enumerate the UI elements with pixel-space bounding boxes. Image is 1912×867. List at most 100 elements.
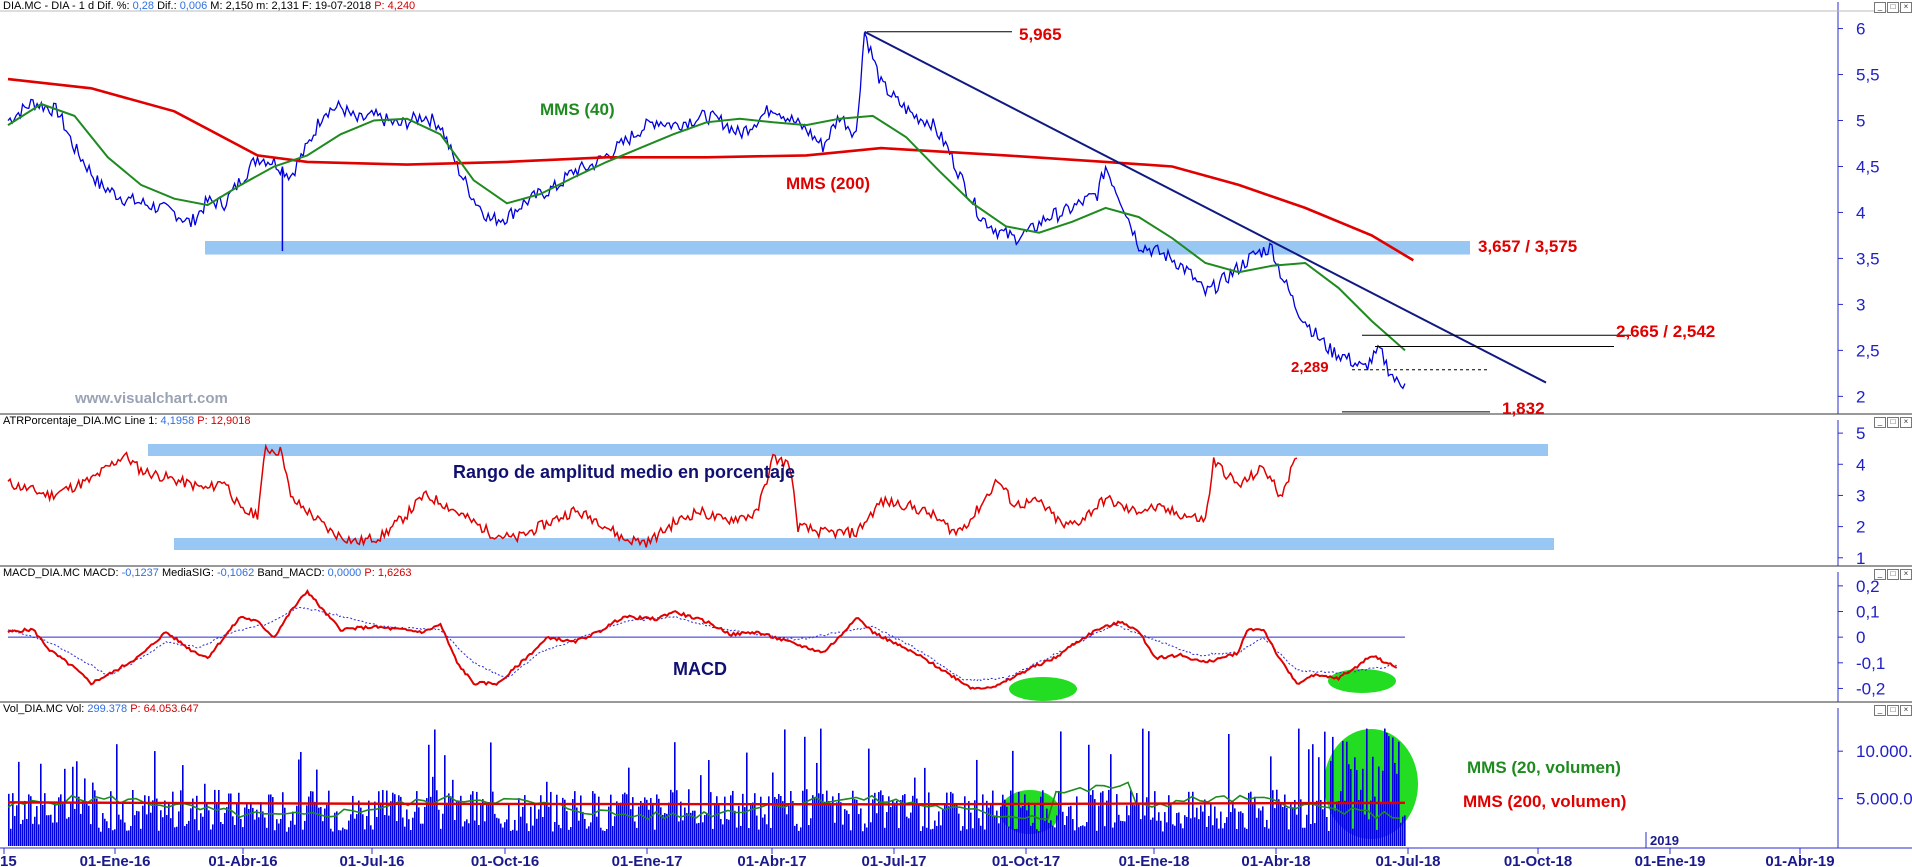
macd-close-icon[interactable]: ×: [1900, 569, 1912, 580]
volume-bar: [1294, 799, 1296, 846]
volume-bar: [894, 802, 896, 846]
volume-bar: [958, 813, 960, 846]
volume-bars: [8, 728, 1406, 846]
volume-bar: [1010, 790, 1012, 846]
volume-bar: [980, 825, 982, 846]
volume-name: Vol_DIA.MC: [3, 703, 63, 715]
volume-bar: [992, 790, 994, 846]
volume-bar: [60, 794, 62, 846]
volume-bar: [70, 802, 72, 846]
volume-bar: [1122, 821, 1124, 846]
volume-bar: [1046, 808, 1048, 846]
volume-bar: [624, 792, 626, 846]
volume-bar: [344, 829, 346, 846]
close-icon[interactable]: ×: [1900, 2, 1912, 13]
volume-bar: [1076, 796, 1078, 846]
volume-bar: [944, 803, 946, 846]
volume-bar: [1274, 808, 1276, 846]
volume-bar: [804, 736, 806, 846]
volume-bar: [740, 825, 742, 846]
volume-bar: [968, 801, 970, 846]
volume-bar: [402, 817, 404, 846]
volume-minimize-icon[interactable]: _: [1874, 705, 1886, 716]
macd-maximize-icon[interactable]: □: [1887, 569, 1899, 580]
volume-bar: [86, 803, 88, 846]
maximize-icon[interactable]: □: [1887, 2, 1899, 13]
volume-bar: [724, 796, 726, 846]
volume-bar: [394, 794, 396, 846]
volume-bar: [1288, 829, 1290, 846]
volume-bar: [564, 799, 566, 846]
volume-bar: [1394, 762, 1396, 846]
volume-bar: [320, 807, 322, 846]
volume-bar: [508, 804, 510, 846]
volume-bar: [474, 820, 476, 846]
volume-bar: [1392, 737, 1394, 846]
volume-bar: [626, 794, 628, 846]
volume-maximize-icon[interactable]: □: [1887, 705, 1899, 716]
volume-bar: [424, 806, 426, 846]
volume-bar: [1008, 826, 1010, 846]
volume-bar: [416, 791, 418, 846]
volume-bar: [558, 824, 560, 846]
volume-bar: [948, 806, 950, 846]
macd-minimize-icon[interactable]: _: [1874, 569, 1886, 580]
volume-bar: [232, 816, 234, 846]
atr-maximize-icon[interactable]: □: [1887, 417, 1899, 428]
volume-bar: [1372, 756, 1374, 846]
atr-header-items: Line 1: 4,1958: [124, 415, 197, 427]
volume-bar: [138, 811, 140, 846]
volume-bar: [202, 816, 204, 846]
volume-bar: [1100, 792, 1102, 846]
volume-bar: [1000, 806, 1002, 846]
volume-bar: [284, 807, 286, 846]
volume-bar: [678, 821, 680, 846]
volume-bar: [148, 796, 150, 846]
atr-header-key: Line 1:: [124, 415, 161, 427]
volume-bar: [960, 830, 962, 846]
volume-bar: [230, 793, 232, 846]
volume-bar: [398, 795, 400, 846]
volume-bar: [248, 808, 250, 846]
volume-bar: [916, 798, 918, 846]
volume-bar: [1264, 827, 1266, 846]
volume-bar: [910, 812, 912, 846]
x-tick-label: 01-Oct-16: [471, 853, 539, 867]
volume-bar: [136, 810, 138, 846]
volume-bar: [1040, 796, 1042, 846]
y-tick-label: 0,2: [1856, 577, 1880, 596]
volume-bar: [78, 796, 80, 846]
volume-bar: [1320, 799, 1322, 846]
volume-bar: [448, 793, 450, 846]
volume-bar: [484, 821, 486, 846]
volume-bar: [366, 816, 368, 846]
price-header-key: F:: [298, 0, 315, 12]
volume-bar: [62, 802, 64, 846]
volume-bar: [208, 810, 210, 846]
atr-minimize-icon[interactable]: _: [1874, 417, 1886, 428]
volume-bar: [214, 789, 216, 846]
volume-bar: [646, 799, 648, 846]
volume-bar: [1240, 811, 1242, 846]
volume-bar: [998, 823, 1000, 846]
x-tick-label: 01-Abr-17: [737, 853, 806, 867]
annotation-atr: Rango de amplitud medio en porcentaje: [453, 462, 795, 482]
volume-bar: [480, 803, 482, 846]
volume-bar: [44, 793, 46, 846]
volume-close-icon[interactable]: ×: [1900, 705, 1912, 716]
volume-bar: [428, 744, 430, 846]
volume-bar: [774, 797, 776, 846]
annotation-low: 1,832: [1502, 399, 1545, 418]
volume-bar: [640, 800, 642, 846]
minimize-icon[interactable]: _: [1874, 2, 1886, 13]
volume-bar: [874, 792, 876, 846]
volume-bar: [336, 811, 338, 846]
volume-bar: [66, 818, 68, 846]
volume-bar: [266, 827, 268, 846]
volume-bar: [746, 752, 748, 846]
atr-close-icon[interactable]: ×: [1900, 417, 1912, 428]
volume-bar: [524, 795, 526, 846]
atr-line: [7, 443, 1298, 548]
volume-bar: [812, 795, 814, 846]
volume-bar: [1362, 768, 1364, 846]
